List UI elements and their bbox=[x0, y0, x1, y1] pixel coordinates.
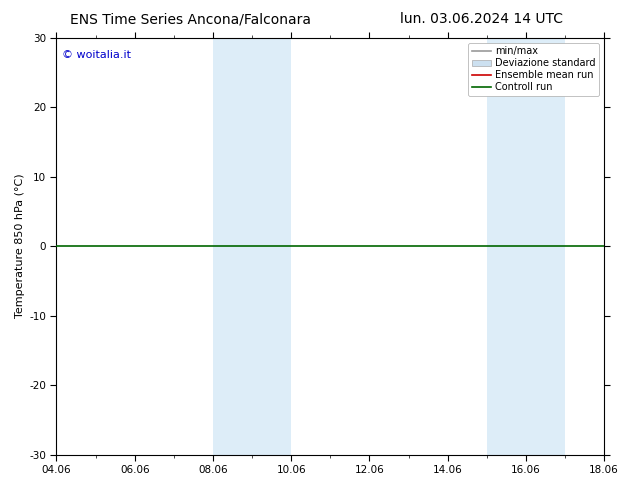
Bar bbox=[213, 38, 252, 455]
Bar bbox=[526, 38, 565, 455]
Text: lun. 03.06.2024 14 UTC: lun. 03.06.2024 14 UTC bbox=[400, 12, 564, 26]
Bar bbox=[252, 38, 291, 455]
Legend: min/max, Deviazione standard, Ensemble mean run, Controll run: min/max, Deviazione standard, Ensemble m… bbox=[468, 43, 599, 96]
Text: ENS Time Series Ancona/Falconara: ENS Time Series Ancona/Falconara bbox=[70, 12, 311, 26]
Text: © woitalia.it: © woitalia.it bbox=[62, 50, 131, 60]
Y-axis label: Temperature 850 hPa (°C): Temperature 850 hPa (°C) bbox=[15, 174, 25, 318]
Bar bbox=[487, 38, 526, 455]
